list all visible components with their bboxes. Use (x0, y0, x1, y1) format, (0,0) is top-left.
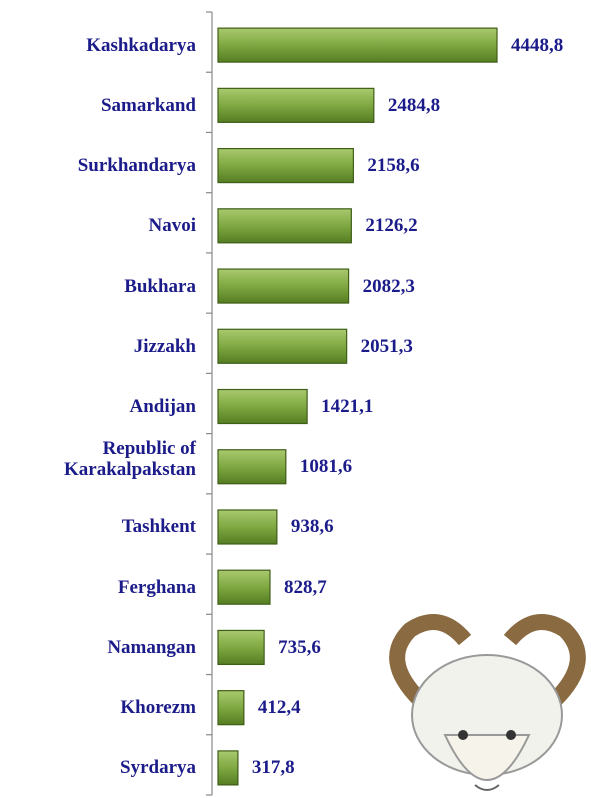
value-label: 735,6 (278, 636, 321, 658)
bar (217, 690, 245, 726)
bar (217, 509, 278, 545)
value-label: 2126,2 (365, 215, 418, 237)
value-label: 828,7 (283, 576, 327, 598)
category-label: Ferghana (117, 576, 196, 598)
bar (217, 750, 239, 786)
value-label: 2082,3 (362, 275, 415, 297)
category-label: Namangan (107, 636, 196, 658)
value-label: 1081,6 (299, 456, 353, 478)
value-label: 317,8 (251, 757, 295, 779)
category-label: Kashkadarya (86, 34, 196, 56)
bar (217, 569, 271, 605)
bar (217, 629, 265, 666)
bar (217, 208, 352, 244)
category-label: Republic of Karakalpakstan (64, 437, 196, 480)
ram-illustration (389, 614, 586, 791)
category-label: Bukhara (124, 275, 196, 297)
category-label: Samarkand (100, 94, 196, 116)
value-label: 2158,6 (367, 155, 420, 177)
bar (217, 449, 287, 485)
value-label: 2484,8 (387, 94, 441, 116)
bar (217, 268, 350, 304)
bar (217, 328, 348, 364)
category-label: Andijan (129, 396, 196, 417)
bar (217, 147, 354, 184)
category-label: Jizzakh (133, 335, 196, 357)
category-label: Khorezm (120, 697, 196, 719)
value-label: 938,6 (290, 516, 334, 538)
bar (217, 87, 375, 123)
value-label: 1421,1 (321, 396, 374, 417)
bar (217, 27, 498, 63)
category-label: Syrdarya (120, 757, 196, 779)
value-label: 4448,8 (511, 34, 564, 56)
category-label: Surkhandarya (77, 155, 196, 177)
category-label: Tashkent (121, 516, 196, 538)
category-label: Navoi (148, 215, 197, 237)
value-label: 412,4 (257, 697, 301, 719)
bar (217, 388, 308, 425)
value-label: 2051,3 (360, 335, 413, 357)
